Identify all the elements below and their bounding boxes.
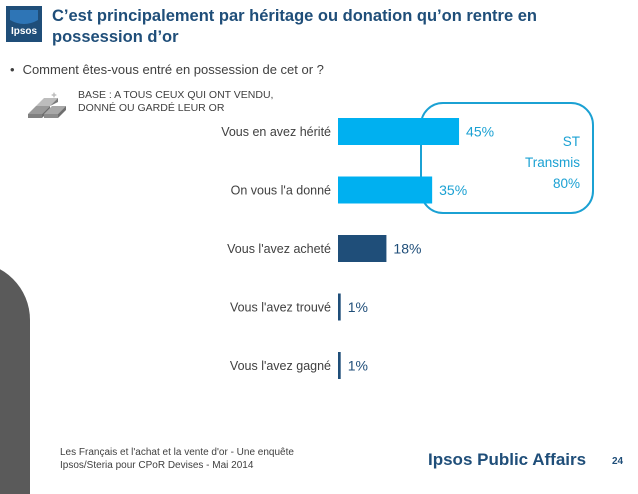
bar	[338, 293, 341, 321]
gold-bars-icon	[28, 92, 66, 118]
annotation-line-3: 80%	[553, 176, 580, 191]
category-label: On vous l'a donné	[231, 184, 331, 198]
value-label: 1%	[348, 358, 368, 374]
bar	[338, 235, 387, 262]
annotation-line-2: Transmis	[525, 155, 580, 170]
bullet: •	[10, 62, 15, 77]
value-label: 35%	[439, 182, 467, 198]
category-label: Vous l'avez acheté	[227, 242, 331, 256]
footer-brand: Ipsos Public Affairs	[428, 450, 587, 469]
bar	[338, 176, 433, 204]
base-line-2: DONNÉ OU GARDÉ LEUR OR	[78, 102, 225, 114]
decorative-shape	[0, 262, 30, 494]
ipsos-logo: Ipsos	[6, 6, 42, 42]
annotation-box	[420, 102, 594, 214]
logo-text: Ipsos	[11, 26, 38, 37]
bar-chart: Vous en avez hérité 45% On vous l'a donné 3…	[221, 102, 594, 379]
page-title: C’est principalement par héritage ou don…	[52, 7, 537, 46]
bar	[338, 352, 341, 379]
category-label: Vous en avez hérité	[221, 125, 331, 139]
footer-source: Les Français et l'achat et la vente d'or…	[60, 446, 294, 472]
footer-source-line-1: Les Français et l'achat et la vente d'or…	[60, 447, 294, 458]
base-note: BASE : A TOUS CEUX QUI ONT VENDU, DONNÉ …	[78, 89, 298, 115]
value-label: 45%	[466, 124, 494, 140]
base-line-1: BASE : A TOUS CEUX QUI ONT VENDU,	[78, 89, 274, 101]
page-number: 24	[612, 456, 624, 467]
bar	[338, 118, 460, 145]
question-text: • Comment êtes-vous entré en possession d…	[10, 62, 324, 77]
footer-source-line-2: Ipsos/Steria pour CPoR Devises - Mai 201…	[60, 460, 254, 471]
category-label: Vous l'avez trouvé	[230, 301, 331, 315]
annotation-line-1: ST	[563, 134, 580, 149]
question-label: Comment êtes-vous entré en possession de…	[22, 62, 324, 77]
value-label: 1%	[348, 299, 368, 315]
value-label: 18%	[393, 241, 421, 257]
category-label: Vous l'avez gagné	[230, 359, 331, 373]
